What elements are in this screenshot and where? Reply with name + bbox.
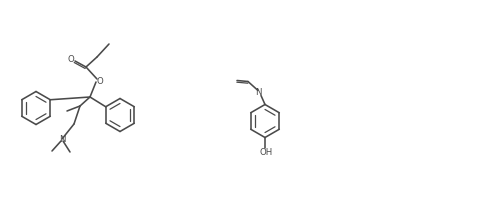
Text: O: O bbox=[96, 76, 103, 85]
Text: N: N bbox=[255, 88, 261, 97]
Text: O: O bbox=[68, 54, 74, 63]
Text: N: N bbox=[59, 134, 65, 143]
Text: OH: OH bbox=[259, 148, 272, 157]
